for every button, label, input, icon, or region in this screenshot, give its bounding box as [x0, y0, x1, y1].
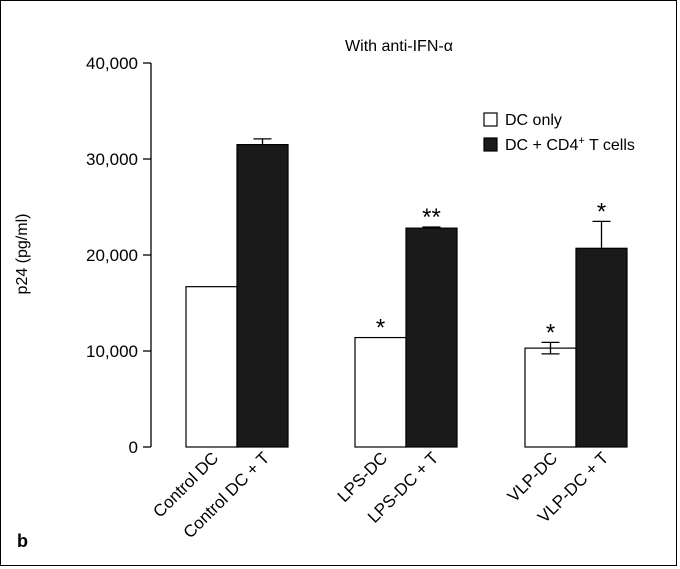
bar — [524, 347, 577, 448]
y-tick-label: 40,000 — [86, 54, 138, 73]
y-axis-label: p24 (pg/ml) — [14, 214, 31, 295]
y-tick-label: 0 — [129, 438, 138, 457]
significance-marker: * — [376, 315, 385, 342]
axes: 0 10,000 20,000 30,000 40,000 — [86, 54, 152, 457]
legend-label: DC + CD4+ T cells — [505, 135, 635, 154]
bar — [185, 286, 238, 448]
significance-marker: ** — [422, 204, 441, 231]
y-tick-label: 10,000 — [86, 342, 138, 361]
legend-swatch — [483, 112, 498, 127]
bar — [354, 336, 407, 448]
legend: DC only DC + CD4+ T cells — [483, 112, 635, 154]
significance-marker: * — [546, 319, 555, 346]
bar — [236, 144, 289, 448]
significance-marker: * — [597, 198, 606, 225]
chart-title: With anti-IFN-α — [345, 38, 453, 55]
bar — [575, 247, 628, 448]
bars — [185, 144, 628, 448]
y-tick-label: 30,000 — [86, 150, 138, 169]
legend-label: DC only — [505, 112, 562, 129]
y-tick-label: 20,000 — [86, 246, 138, 265]
legend-swatch — [483, 137, 498, 152]
panel-label: b — [17, 531, 28, 551]
error-bars — [253, 138, 611, 355]
bar — [405, 227, 458, 448]
